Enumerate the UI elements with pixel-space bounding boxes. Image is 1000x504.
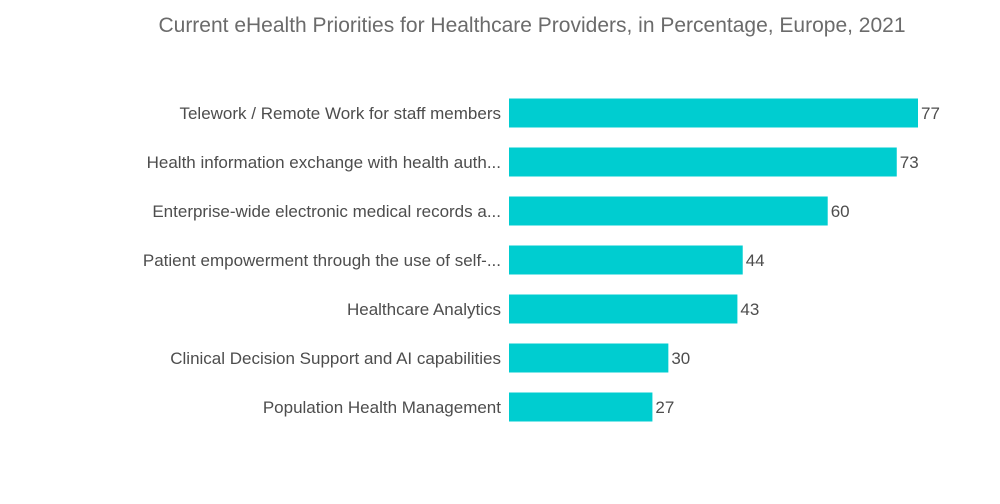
category-label-5: Healthcare Analytics — [347, 300, 501, 319]
bar-6 — [509, 343, 669, 373]
value-label-7: 27 — [655, 398, 674, 417]
value-label-2: 73 — [900, 153, 919, 172]
bar-2 — [509, 147, 897, 177]
chart-title: Current eHealth Priorities for Healthcar… — [158, 14, 906, 37]
category-label-2: Health information exchange with health … — [147, 153, 501, 172]
value-label-1: 77 — [921, 104, 940, 123]
category-label-4: Patient empowerment through the use of s… — [143, 251, 501, 270]
bar-3 — [509, 196, 828, 226]
category-label-3: Enterprise-wide electronic medical recor… — [152, 202, 501, 221]
bar-4 — [509, 245, 743, 275]
value-label-3: 60 — [831, 202, 850, 221]
category-label-6: Clinical Decision Support and AI capabil… — [170, 349, 501, 368]
bar-1 — [509, 98, 918, 128]
bar-5 — [509, 294, 738, 324]
value-label-4: 44 — [746, 251, 765, 270]
bars-layer: Telework / Remote Work for staff members… — [143, 98, 940, 422]
value-label-5: 43 — [740, 300, 759, 319]
category-label-7: Population Health Management — [263, 398, 501, 417]
bar-7 — [509, 392, 653, 422]
value-label-6: 30 — [671, 349, 690, 368]
category-label-1: Telework / Remote Work for staff members — [179, 104, 501, 123]
